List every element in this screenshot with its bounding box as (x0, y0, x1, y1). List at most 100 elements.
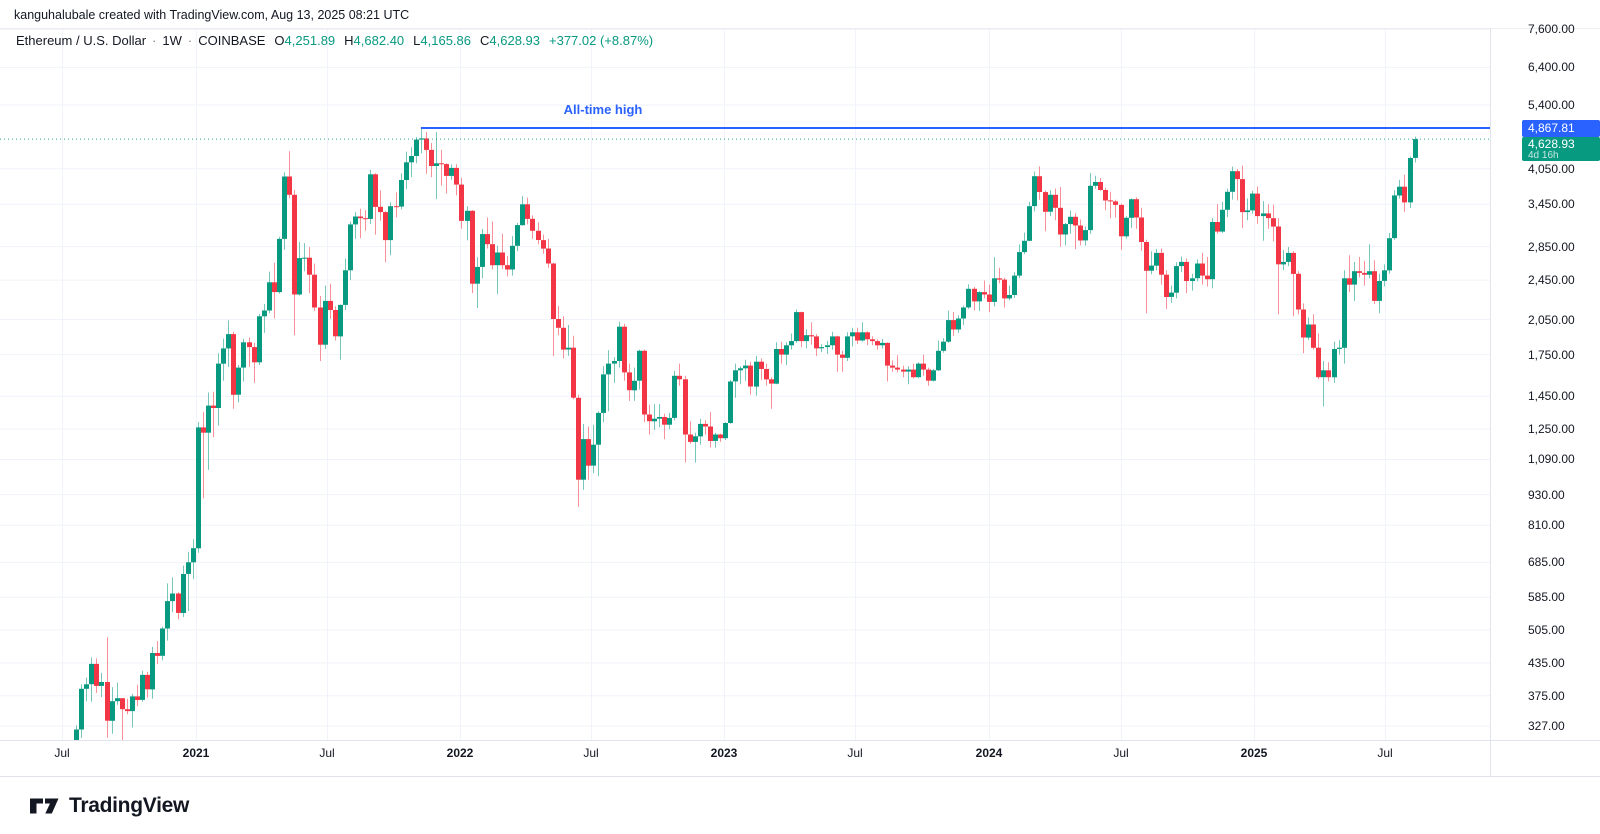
candle (835, 336, 840, 355)
candle (1230, 171, 1235, 192)
candle (1063, 224, 1068, 235)
candle (536, 230, 541, 240)
candle (1103, 190, 1108, 201)
price-tick-label: 930.00 (1528, 488, 1565, 502)
candle (647, 414, 652, 422)
candle (1372, 271, 1377, 301)
candle (318, 307, 323, 345)
candle (520, 204, 525, 226)
candle (748, 365, 753, 387)
candle (125, 709, 130, 712)
candle (110, 701, 115, 721)
candle (1073, 216, 1078, 226)
price-tick-label: 1,750.00 (1528, 348, 1575, 362)
candle (419, 138, 424, 140)
candle (1250, 193, 1255, 211)
candle (145, 674, 150, 690)
candle (1347, 278, 1352, 285)
candle (1301, 309, 1306, 338)
time-tick-label: Jul (54, 746, 70, 760)
candle (1296, 273, 1301, 310)
candle (470, 210, 475, 284)
candle (231, 334, 236, 395)
candle (394, 206, 399, 208)
candle (1078, 225, 1083, 241)
time-tick-label: 2024 (975, 746, 1003, 760)
candle (951, 320, 956, 330)
candle (1316, 347, 1321, 378)
price-axis[interactable]: 4,867.81 4,628.93 4d 16h 7,600.00 6,400.0… (1490, 0, 1600, 776)
candle (338, 304, 343, 337)
candle (368, 174, 373, 219)
chart-legend[interactable]: Ethereum / U.S. Dollar · 1W · COINBASE O… (16, 33, 653, 48)
candle (855, 332, 860, 341)
candle (272, 282, 277, 293)
candle (972, 288, 977, 302)
candle (1326, 370, 1331, 378)
price-tick-label: 2,450.00 (1528, 273, 1575, 287)
candle (743, 365, 748, 369)
candle (84, 684, 89, 689)
candle (307, 257, 312, 275)
candle (1154, 252, 1159, 266)
tradingview-logo-icon[interactable] (30, 798, 60, 815)
candle (1210, 222, 1215, 280)
candle (1205, 275, 1210, 280)
candle (1413, 139, 1418, 158)
candle (667, 417, 672, 425)
candle (459, 184, 464, 221)
candle (617, 326, 622, 361)
candle (226, 334, 231, 349)
candle (1113, 201, 1118, 205)
candle (176, 593, 181, 613)
candle (830, 336, 835, 346)
candle (1377, 281, 1382, 301)
candle (723, 423, 728, 439)
candle (247, 342, 252, 348)
candle (211, 405, 216, 408)
candle (1149, 265, 1154, 271)
candle (551, 263, 556, 319)
candle (956, 318, 961, 330)
candle (383, 212, 388, 241)
interval-label[interactable]: 1W (162, 33, 182, 48)
candle (779, 349, 784, 355)
candle (1053, 194, 1058, 208)
open-value: O4,251.89 (274, 33, 336, 48)
candle (652, 418, 657, 422)
candle (262, 310, 267, 317)
candle (500, 252, 505, 266)
candle (794, 312, 799, 342)
candle (1037, 176, 1042, 192)
candle (1017, 252, 1022, 276)
candle (424, 138, 429, 150)
candle (1261, 213, 1266, 217)
candle (1048, 194, 1053, 212)
candle (612, 361, 617, 364)
candle (921, 363, 926, 370)
high-value: H4,682.40 (344, 33, 405, 48)
candle (409, 156, 414, 163)
candle (865, 332, 870, 340)
candle (150, 653, 155, 690)
time-axis[interactable]: Jul 2021 Jul 2022 Jul 2023 Jul 2024 Jul 2025 Jul (0, 740, 1490, 774)
candle (906, 369, 911, 372)
candle (961, 307, 966, 319)
candle (181, 574, 186, 613)
price-tick-label: 435.00 (1528, 656, 1565, 670)
candle (292, 194, 297, 295)
candle (1058, 207, 1063, 235)
brand-name[interactable]: TradingView (69, 794, 190, 817)
candle (439, 163, 444, 165)
candle (708, 426, 713, 441)
candle (819, 347, 824, 349)
candle (870, 339, 875, 342)
price-tick-label: 375.00 (1528, 689, 1565, 703)
symbol-title[interactable]: Ethereum / U.S. Dollar (16, 33, 147, 48)
candle (814, 336, 819, 349)
candle (373, 174, 378, 207)
candle (1083, 230, 1088, 241)
candle (530, 218, 535, 231)
candle (267, 282, 272, 311)
